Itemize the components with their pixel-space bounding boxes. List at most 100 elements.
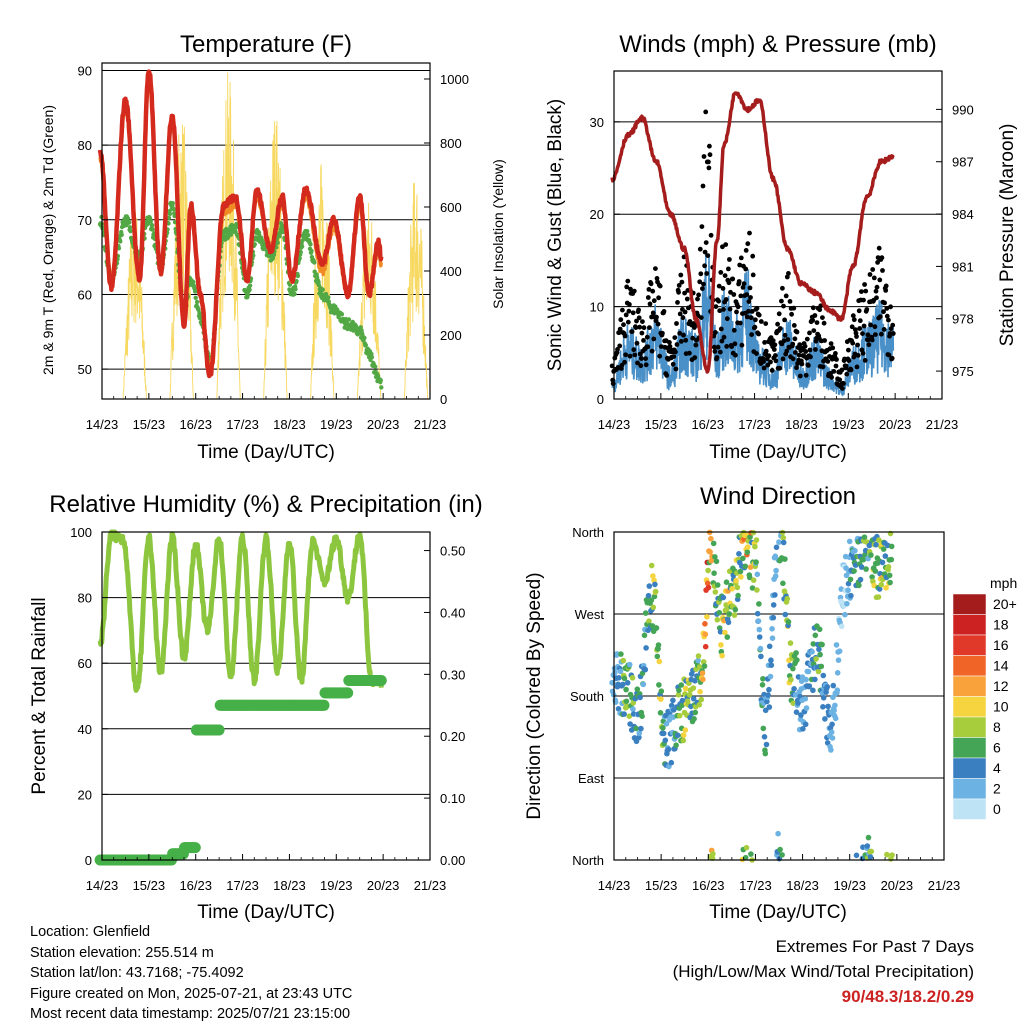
gust-point — [888, 304, 893, 310]
gust-point — [781, 338, 787, 344]
dewpoint-point — [225, 235, 231, 240]
dewpoint-point — [149, 223, 155, 228]
direction-point — [732, 606, 739, 613]
gust-point — [748, 295, 753, 300]
x-tick-label: 16/23 — [179, 417, 212, 432]
legend-swatch — [952, 696, 987, 718]
direction-point — [633, 725, 639, 732]
right-y-tick-label: 0.10 — [440, 791, 465, 806]
direction-point — [755, 618, 762, 624]
gust-point — [631, 288, 637, 294]
dewpoint-point — [320, 287, 325, 292]
direction-point — [678, 682, 685, 688]
legend-swatch — [952, 778, 987, 800]
direction-point — [640, 681, 647, 688]
gust-point — [789, 311, 794, 317]
direction-point — [630, 706, 636, 712]
dewpoint-point — [193, 289, 198, 294]
gust-point — [884, 306, 890, 311]
direction-point — [658, 696, 664, 702]
gust-point — [650, 288, 656, 294]
gust-point — [658, 344, 664, 349]
direction-point — [702, 631, 709, 637]
direction-point — [696, 701, 703, 708]
gust-point — [724, 344, 730, 349]
direction-point — [735, 592, 741, 599]
gust-point — [846, 358, 852, 363]
gust-point — [840, 386, 845, 391]
gust-point — [676, 289, 681, 295]
dewpoint-point — [270, 255, 276, 261]
legend-swatch — [952, 675, 987, 697]
gust-point — [871, 275, 877, 281]
gust-point — [705, 253, 711, 258]
gust-point — [848, 367, 854, 373]
left-y-tick-label: 90 — [78, 63, 92, 78]
gust-point — [714, 355, 720, 360]
direction-point — [629, 675, 636, 681]
gust-point — [727, 257, 732, 262]
direction-point — [828, 729, 835, 735]
direction-point — [704, 614, 710, 620]
direction-point — [648, 597, 655, 603]
direction-point — [736, 551, 742, 557]
gust-point — [623, 352, 628, 358]
precip-point — [342, 687, 354, 699]
dewpoint-point — [298, 249, 303, 255]
gust-point — [846, 347, 851, 353]
direction-point — [833, 642, 840, 648]
gust-point — [671, 354, 677, 359]
direction-point — [612, 669, 618, 676]
legend-label: 8 — [993, 719, 1001, 735]
gust-point — [790, 356, 796, 362]
temp-2m-line — [97, 69, 384, 379]
gust-point — [713, 304, 719, 309]
gust-point — [768, 359, 773, 365]
gust-point — [775, 321, 780, 327]
direction-point — [712, 589, 719, 595]
gust-point — [866, 342, 872, 348]
gust-point — [701, 154, 707, 159]
gust-point — [831, 369, 837, 374]
direction-point — [760, 676, 766, 682]
gust-point — [672, 335, 678, 340]
direction-point — [842, 611, 848, 618]
direction-point — [780, 539, 787, 546]
gust-point — [849, 324, 855, 330]
gust-point — [730, 276, 736, 282]
dewpoint-point — [148, 219, 153, 224]
direction-point — [724, 606, 730, 612]
direction-point — [846, 538, 853, 545]
direction-point — [720, 594, 727, 601]
gust-point — [741, 281, 747, 287]
gust-point — [810, 317, 816, 323]
gust-point — [867, 272, 873, 277]
direction-point — [876, 586, 883, 592]
gust-point — [716, 298, 721, 304]
direction-title: Wind Direction — [700, 483, 856, 510]
direction-point — [767, 673, 774, 680]
direction-point — [820, 704, 826, 710]
gust-point — [797, 342, 803, 347]
direction-point — [887, 579, 893, 586]
gust-point — [667, 340, 672, 345]
direction-point — [776, 539, 782, 545]
dewpoint-point — [373, 364, 378, 369]
winds-ylabel-left: Sonic Wind & Gust (Blue, Black) — [545, 99, 566, 371]
direction-point — [885, 564, 892, 570]
direction-point — [788, 676, 794, 683]
left-y-tick-label: 10 — [590, 300, 604, 315]
gust-point — [766, 353, 772, 359]
direction-point — [722, 629, 728, 636]
direction-point — [643, 645, 649, 651]
direction-point — [614, 651, 620, 657]
direction-point — [876, 537, 882, 543]
gust-point — [785, 337, 791, 342]
direction-point — [832, 702, 838, 709]
gust-point — [744, 314, 750, 320]
gust-point — [781, 303, 786, 309]
gust-point — [820, 315, 825, 320]
direction-point — [616, 675, 622, 681]
gust-point — [618, 317, 624, 323]
gust-point — [729, 344, 734, 349]
